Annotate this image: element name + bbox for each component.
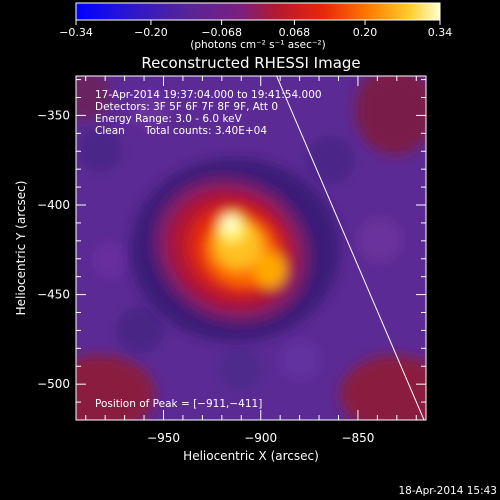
x-axis: −950 −900 −850 bbox=[85, 76, 417, 445]
y-axis: −350 −400 −450 −500 bbox=[37, 79, 426, 421]
method-text: Clean bbox=[95, 125, 125, 137]
y-tick-label: −400 bbox=[37, 198, 70, 212]
colorbar-tick-label: 0.34 bbox=[428, 26, 453, 39]
peak-position-text: Position of Peak = [−911,−411] bbox=[95, 398, 262, 410]
colorbar: −0.34 −0.20 −0.068 0.068 0.20 0.34 (photons c… bbox=[59, 2, 452, 51]
time-range-text: 17-Apr-2014 19:37:04.000 to 19:41:54.000 bbox=[95, 89, 322, 101]
colorbar-tick-label: 0.068 bbox=[279, 26, 311, 39]
y-tick-label: −450 bbox=[37, 288, 70, 302]
corner-regions bbox=[76, 76, 426, 420]
x-tick-label: −950 bbox=[147, 431, 180, 445]
total-counts-text: Total counts: 3.40E+04 bbox=[144, 125, 267, 137]
y-tick-label: −350 bbox=[37, 108, 70, 122]
colorbar-tick-label: −0.068 bbox=[201, 26, 242, 39]
plot-area bbox=[75, 75, 427, 421]
colorbar-gradient bbox=[75, 2, 441, 21]
footer-timestamp: 18-Apr-2014 15:43 bbox=[398, 485, 497, 497]
x-tick-label: −900 bbox=[244, 431, 277, 445]
colorbar-tick-label: −0.20 bbox=[134, 26, 168, 39]
x-axis-label: Heliocentric X (arcsec) bbox=[183, 449, 319, 463]
x-tick-label: −850 bbox=[341, 431, 374, 445]
colorbar-ticks: −0.34 −0.20 −0.068 0.068 0.20 0.34 bbox=[59, 20, 452, 39]
energy-range-text: Energy Range: 3.0 - 6.0 keV bbox=[95, 113, 243, 125]
y-axis-label: Heliocentric Y (arcsec) bbox=[14, 181, 28, 316]
detectors-text: Detectors: 3F 5F 6F 7F 8F 9F, Att 0 bbox=[95, 101, 278, 113]
chart-title: Reconstructed RHESSI Image bbox=[141, 54, 360, 72]
plot-frame bbox=[75, 75, 427, 421]
colorbar-tick-label: 0.20 bbox=[353, 26, 378, 39]
colorbar-unit-label: (photons cm⁻² s⁻¹ asec⁻²) bbox=[190, 39, 325, 51]
colorbar-tick-label: −0.34 bbox=[59, 26, 93, 39]
solar-limb-line bbox=[276, 76, 425, 420]
y-tick-label: −500 bbox=[37, 377, 70, 391]
annotation-block: 17-Apr-2014 19:37:04.000 to 19:41:54.000… bbox=[95, 89, 322, 410]
flare-source bbox=[152, 175, 312, 325]
